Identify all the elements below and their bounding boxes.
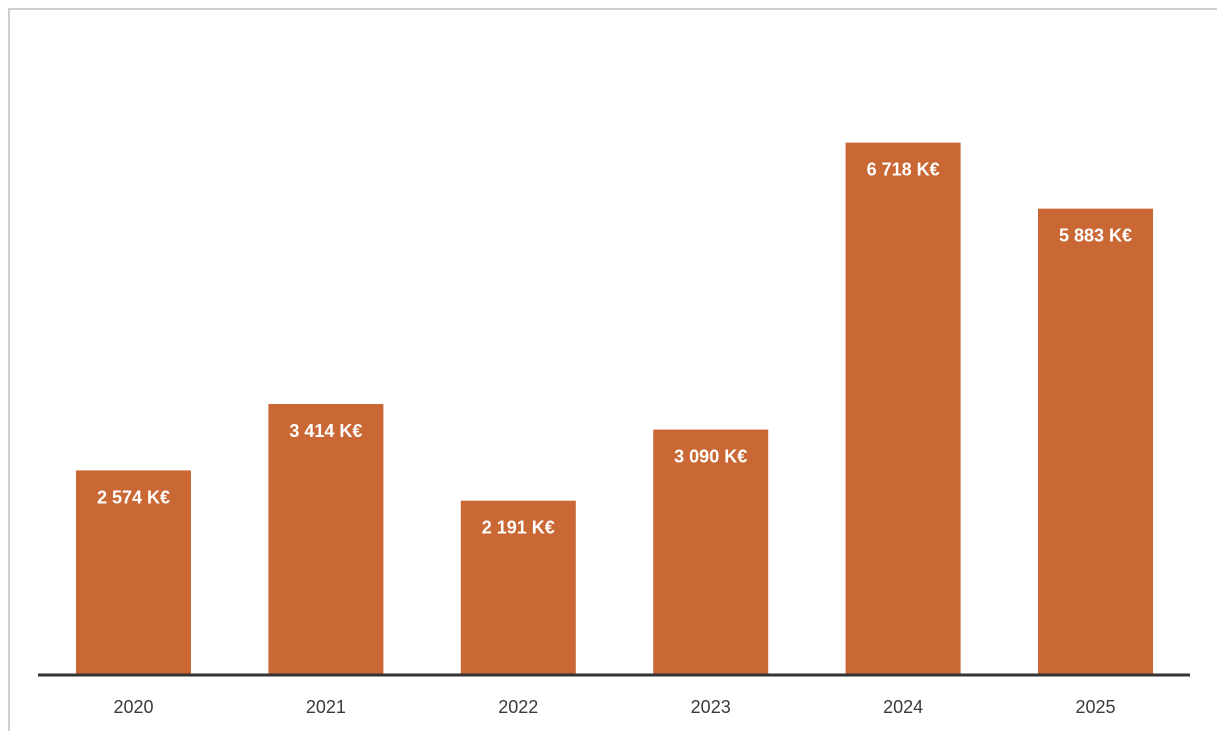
bars-group [76,142,1153,674]
x-tick-label-2023: 2023 [691,697,731,717]
bar-value-label-2025: 5 883 K€ [1059,226,1132,246]
bar-2024 [845,142,961,674]
x-tick-label-2020: 2020 [113,697,153,717]
x-tick-label-2024: 2024 [883,697,923,717]
x-tick-label-2022: 2022 [498,697,538,717]
bar-2021 [268,403,384,674]
bar-value-label-2020: 2 574 K€ [97,487,170,507]
x-tick-labels-group: 2020 2021 2022 2023 2024 2025 [113,697,1115,717]
x-tick-label-2021: 2021 [306,697,346,717]
bar-labels-group: 2 574 K€ 3 414 K€ 2 191 K€ 3 090 K€ 6 718 K€… [97,160,1132,538]
bar-value-label-2023: 3 090 K€ [674,447,747,467]
x-tick-label-2025: 2025 [1075,697,1115,717]
bar-2020 [76,470,191,674]
bar-value-label-2022: 2 191 K€ [482,518,555,538]
bar-value-label-2021: 3 414 K€ [289,421,362,441]
bar-2023 [653,429,769,674]
bar-value-label-2024: 6 718 K€ [867,160,940,180]
bar-2025 [1038,208,1153,674]
chart-frame [8,8,1217,731]
bar-2022 [460,500,576,674]
